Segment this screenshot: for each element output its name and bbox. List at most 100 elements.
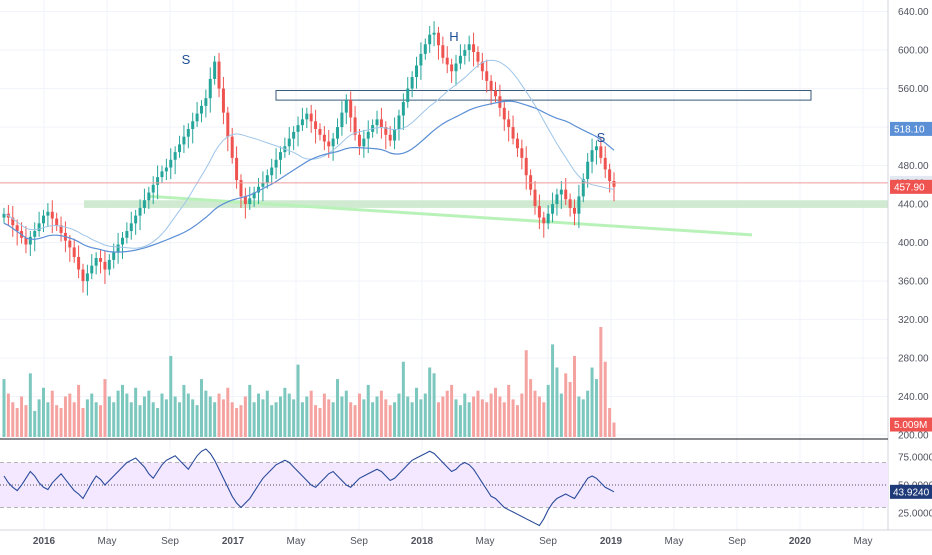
candle-body (199, 105, 203, 114)
candle-body (300, 119, 304, 126)
candle-body (37, 223, 41, 232)
candle-body (125, 231, 129, 238)
volume-bar (112, 402, 116, 437)
candle-body (72, 247, 76, 258)
volume-bar (423, 393, 427, 437)
candle-body (270, 167, 274, 176)
volume-bar (353, 405, 357, 437)
candle-body (226, 112, 230, 137)
volume-bar (314, 405, 318, 437)
candle-body (46, 211, 50, 216)
volume-bar (90, 393, 94, 437)
candle-body (349, 100, 353, 118)
volume-bar (300, 402, 304, 437)
candle-body (612, 180, 616, 187)
volume-bar (85, 399, 89, 437)
volume-bar (186, 393, 190, 437)
candle-body (415, 65, 419, 78)
candle-body (191, 121, 195, 129)
candle-body (441, 45, 445, 58)
candle-body (353, 117, 357, 135)
candle-body (393, 128, 397, 141)
ma-line-short (3, 59, 615, 249)
volume-bar (419, 399, 423, 437)
candle-body (379, 119, 383, 128)
volume-bar (138, 405, 142, 437)
volume-bar (142, 396, 146, 437)
candle-body (322, 134, 326, 142)
candle-body (33, 231, 37, 237)
volume-bar (357, 393, 361, 437)
volume-bar (287, 393, 291, 437)
volume-bar (147, 390, 151, 437)
volume-bar (120, 384, 124, 437)
candle-body (357, 134, 361, 147)
candle-body (533, 189, 537, 207)
support-band (84, 200, 888, 208)
volume-bar (103, 379, 107, 437)
candle-body (494, 90, 498, 97)
volume-bar (533, 390, 537, 437)
rsi-value-tag-label: 43.9240 (893, 487, 930, 498)
volume-bar (239, 405, 243, 437)
volume-bar (564, 373, 568, 437)
volume-bar (594, 379, 598, 437)
candle-body (573, 207, 577, 214)
volume-bar (476, 390, 480, 437)
price-tag-bg (890, 417, 932, 432)
volume-bar (349, 402, 353, 437)
volume-bar (366, 384, 370, 437)
candle-body (428, 34, 432, 45)
price-tick-label: 400.00 (898, 238, 929, 249)
volume-bar (81, 408, 85, 437)
candle-body (564, 189, 568, 200)
candles (2, 21, 616, 296)
time-tick-label: 2016 (33, 536, 56, 547)
volume-bar (178, 402, 182, 437)
candle-body (252, 192, 256, 199)
price-tick-label: 240.00 (898, 392, 929, 403)
candle-body (147, 192, 151, 201)
candle-body (511, 127, 515, 139)
candle-body (103, 261, 107, 270)
volume-bar (344, 390, 348, 437)
candle-body (340, 112, 344, 128)
time-tick-label: May (476, 536, 495, 547)
candle-body (195, 113, 199, 122)
volume-bar (441, 396, 445, 437)
volume-bar (555, 367, 559, 437)
volume-bar (436, 402, 440, 437)
candle-body (68, 240, 72, 248)
volume-bar (340, 396, 344, 437)
volume-bar (41, 387, 45, 437)
candle-body (178, 144, 182, 153)
candle-body (24, 237, 28, 245)
candle-body (99, 257, 103, 262)
volume-bar (603, 361, 607, 437)
candle-body (41, 215, 45, 224)
candle-body (397, 115, 401, 129)
rsi-tick-label: 75.0000 (898, 452, 932, 463)
candle-body (603, 157, 607, 170)
time-tick-label: 2018 (411, 536, 434, 547)
time-tick-label: May (854, 536, 873, 547)
volume-bars (2, 327, 616, 437)
volume-bar (529, 379, 533, 437)
candle-body (160, 171, 164, 178)
candle-body (208, 78, 212, 99)
volume-bar (511, 399, 515, 437)
candle-body (265, 175, 269, 183)
candle-body (336, 127, 340, 139)
candle-body (28, 236, 32, 245)
volume-bar (292, 399, 296, 437)
volume-bar (77, 384, 81, 437)
volume-bar (59, 408, 63, 437)
volume-bar (362, 399, 366, 437)
price-tick-label: 560.00 (898, 84, 929, 95)
candle-body (261, 182, 265, 187)
candle-body (581, 179, 585, 197)
volume-bar (116, 390, 120, 437)
candle-body (480, 61, 484, 72)
